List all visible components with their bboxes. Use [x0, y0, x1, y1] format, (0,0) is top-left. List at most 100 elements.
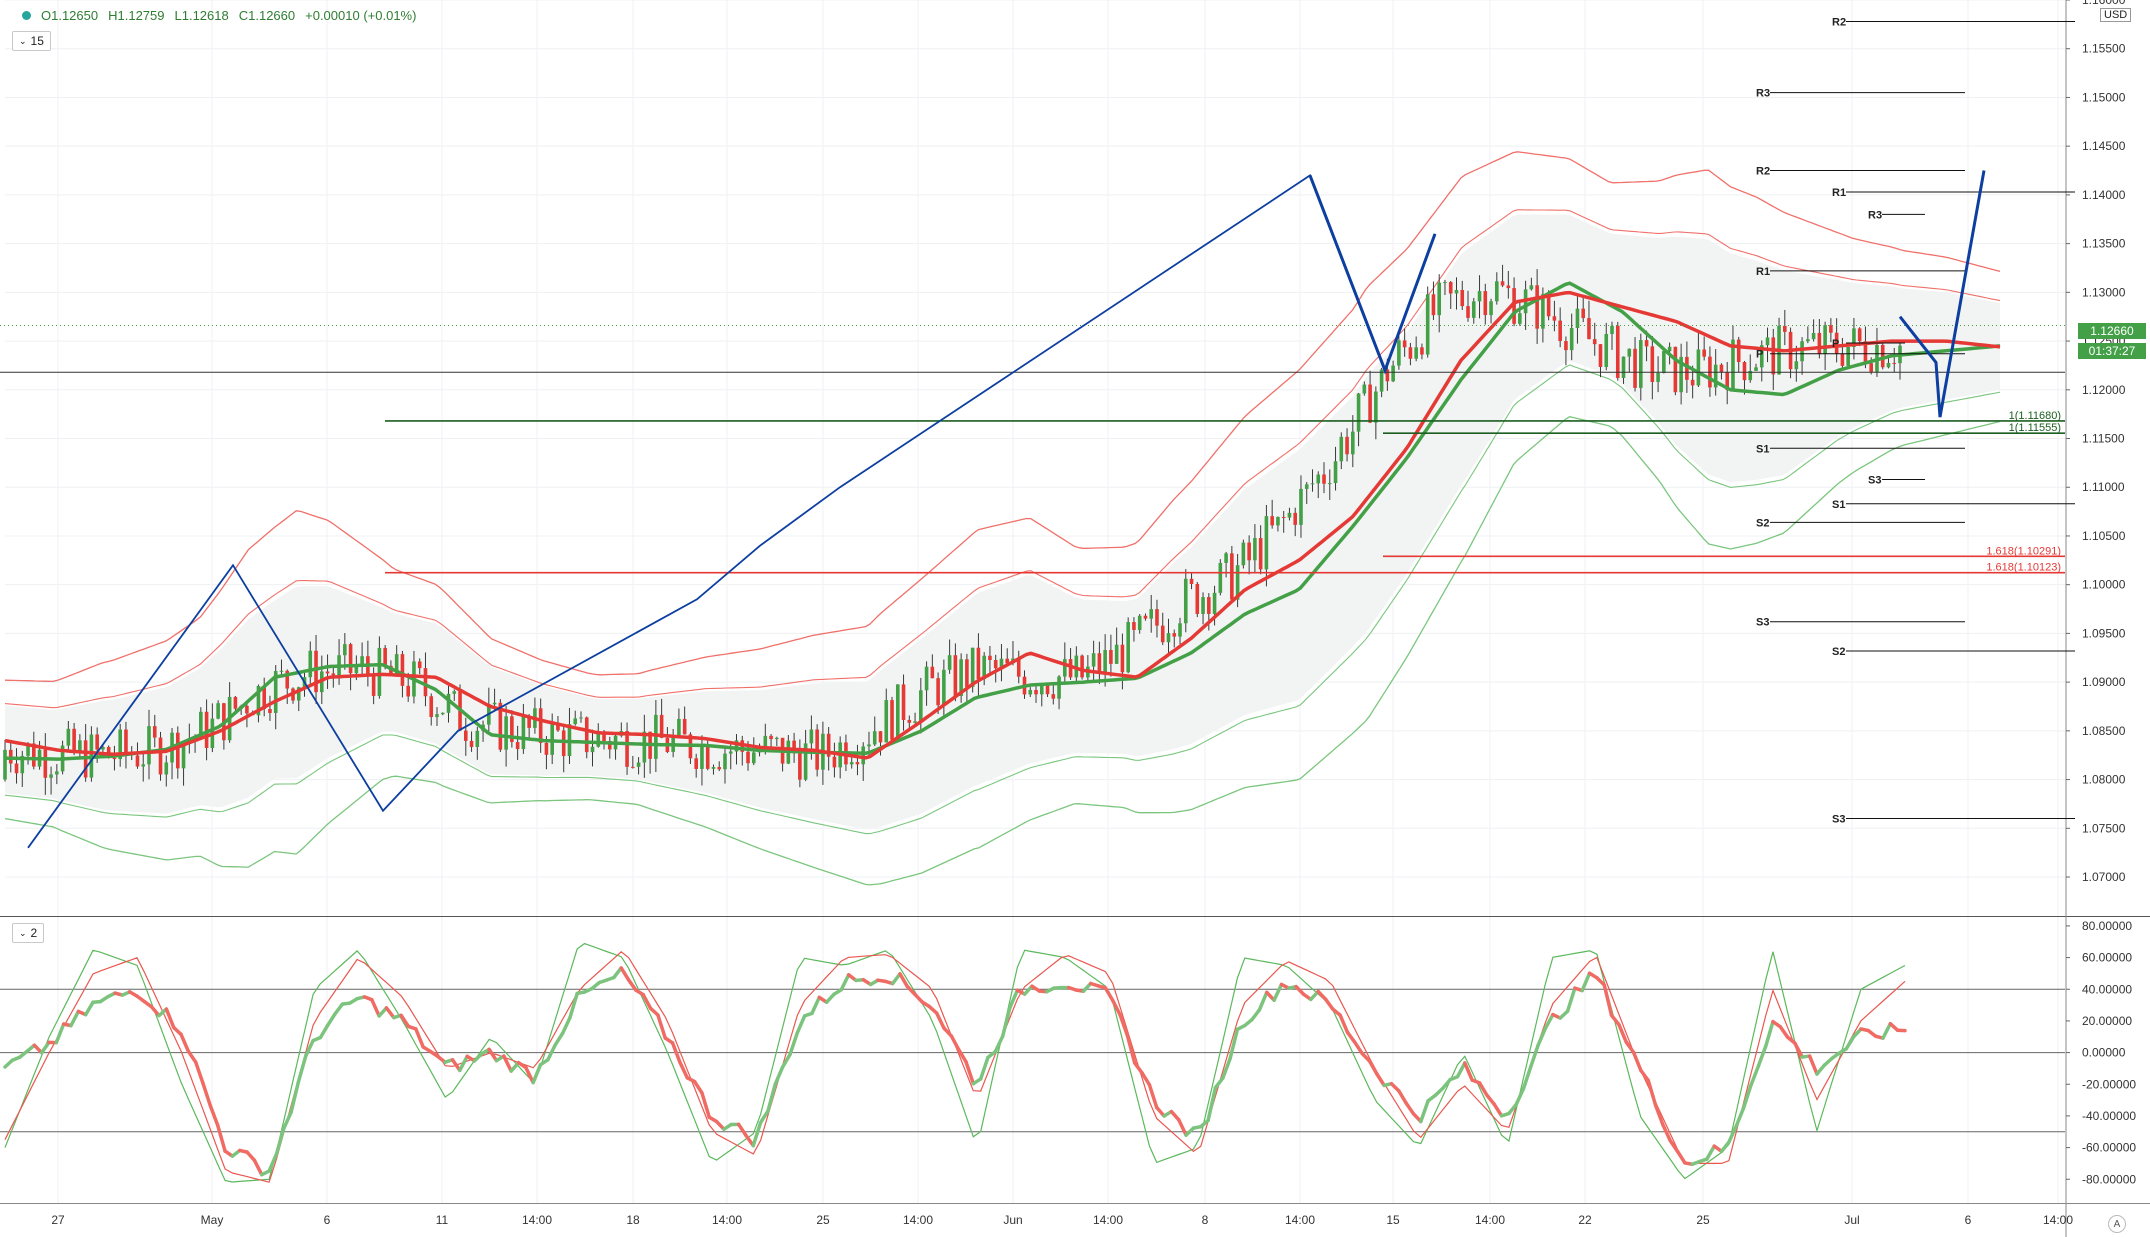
osc-signal-segment [626, 978, 638, 992]
osc-signal-segment [641, 992, 653, 1011]
candle-body [677, 718, 681, 736]
pivot-label: R3 [1756, 88, 1770, 100]
auto-scale-button[interactable]: A [2108, 1215, 2126, 1233]
level-label: 1(1.11680) [2009, 410, 2061, 422]
osc-signal-segment [1147, 1082, 1159, 1110]
candle-body [734, 740, 739, 752]
time-tick-label: 22 [1578, 1213, 1592, 1227]
osc-signal-segment [1844, 1035, 1856, 1051]
candle-body [751, 752, 756, 764]
candle-body [631, 766, 635, 768]
candle-body [1886, 362, 1891, 368]
candle-body [279, 670, 284, 672]
osc-signal-segment [656, 1013, 667, 1040]
candle-body [607, 741, 612, 750]
candle-body [861, 746, 866, 765]
candle-body [1379, 369, 1384, 392]
candle-body [1414, 347, 1418, 359]
candle-body [1880, 344, 1885, 368]
candle-body [976, 647, 981, 680]
currency-label[interactable]: USD [2100, 8, 2132, 22]
price-tick-label: 1.10000 [2082, 578, 2126, 592]
candle-body [1109, 650, 1113, 664]
price-axis[interactable]: 1.16000 1.15500 1.15000 1.14500 1.14000 1.135… [2066, 0, 2136, 1186]
candle-body [360, 656, 364, 667]
candle-body [1535, 285, 1539, 329]
candle-body [1345, 436, 1349, 455]
candle-body [245, 705, 249, 714]
candle-body [1575, 308, 1580, 329]
osc-signal-segment [377, 1006, 389, 1018]
candle-body [1506, 285, 1511, 289]
candle-body [164, 762, 169, 775]
osc-signal-segment [245, 1150, 257, 1163]
osc-signal-segment [164, 1007, 176, 1030]
candle-body [435, 714, 439, 718]
osc-signal-segment [1668, 1138, 1680, 1154]
osc-signal-segment [208, 1104, 220, 1128]
oscillator-pane-collapse-button[interactable]: ⌄ 2 [12, 923, 45, 943]
candle-body [1132, 622, 1136, 630]
candle-body [348, 644, 353, 674]
candle-body [919, 690, 923, 722]
osc-signal-segment [993, 1034, 1005, 1054]
osc-signal-segment [1441, 1077, 1452, 1090]
candle-body [1731, 339, 1735, 390]
candle-body [561, 730, 566, 757]
candle-body [118, 729, 122, 760]
osc-signal-segment [1705, 1144, 1717, 1161]
osc-signal-segment [1169, 1109, 1181, 1122]
candle-body [262, 686, 266, 710]
main-pane-collapse-button[interactable]: ⌄ 15 [12, 31, 51, 51]
candle-body [1719, 364, 1724, 373]
osc-signal-segment [384, 1006, 396, 1020]
osc-signal-segment [619, 966, 631, 982]
osc-signal-segment [1213, 1076, 1225, 1090]
candle-body [659, 714, 664, 738]
candle-body [504, 716, 508, 750]
last-price-tag: 1.12660 [2078, 323, 2146, 339]
osc-signal-segment [1132, 1061, 1144, 1075]
chevron-down-icon: ⌄ [19, 927, 27, 938]
osc-signal-segment [1367, 1059, 1379, 1076]
price-tick-label: 1.07000 [2082, 870, 2126, 884]
pivot-label: R2 [1756, 166, 1770, 178]
candle-body [826, 733, 831, 757]
osc-signal-segment [1228, 1027, 1240, 1061]
candle-body [682, 718, 687, 735]
osc-signal-segment [1485, 1093, 1496, 1106]
osc-signal-segment [450, 1058, 462, 1073]
candle-body [1621, 356, 1626, 378]
candle-body [1471, 301, 1476, 318]
candle-body [884, 700, 889, 743]
candle-body [1201, 597, 1205, 614]
horizontal-levels[interactable]: 1(1.11680)1(1.11555) 1.618(1.10291) 1.618(… [0, 324, 2065, 574]
candle-body [636, 762, 641, 767]
candle-body [1662, 351, 1666, 373]
osc-signal-segment [1565, 986, 1577, 1014]
candle-body [515, 741, 520, 750]
osc-signal-segment [1793, 1041, 1805, 1059]
price-tick-label: 1.13500 [2082, 237, 2126, 251]
time-tick-label: 15 [1386, 1213, 1400, 1227]
osc-signal-segment [670, 1041, 682, 1065]
time-axis[interactable]: 27 May 6 11 14:00 18 14:00 25 14:00 Jun 14:00 8 14:0… [51, 1213, 2073, 1227]
candle-body [728, 751, 733, 754]
candle-body [775, 737, 779, 740]
candle-body [331, 673, 336, 676]
candle-body [204, 711, 209, 749]
osc-signal-segment [1653, 1103, 1665, 1127]
osc-signal-segment [1463, 1061, 1474, 1082]
candle-body [1408, 347, 1413, 359]
candle-body [1834, 332, 1839, 354]
osc-signal-segment [1176, 1118, 1188, 1137]
candle-body [1091, 653, 1096, 667]
stochastic-oscillator [0, 942, 2065, 1183]
osc-signal-segment [1763, 1019, 1775, 1049]
osc-signal-segment [1000, 1005, 1012, 1038]
candle-body [1483, 291, 1488, 316]
osc-signal-segment [766, 1082, 778, 1113]
osc-signal-segment [54, 1022, 66, 1045]
harmonic-pattern[interactable] [27, 170, 1986, 849]
